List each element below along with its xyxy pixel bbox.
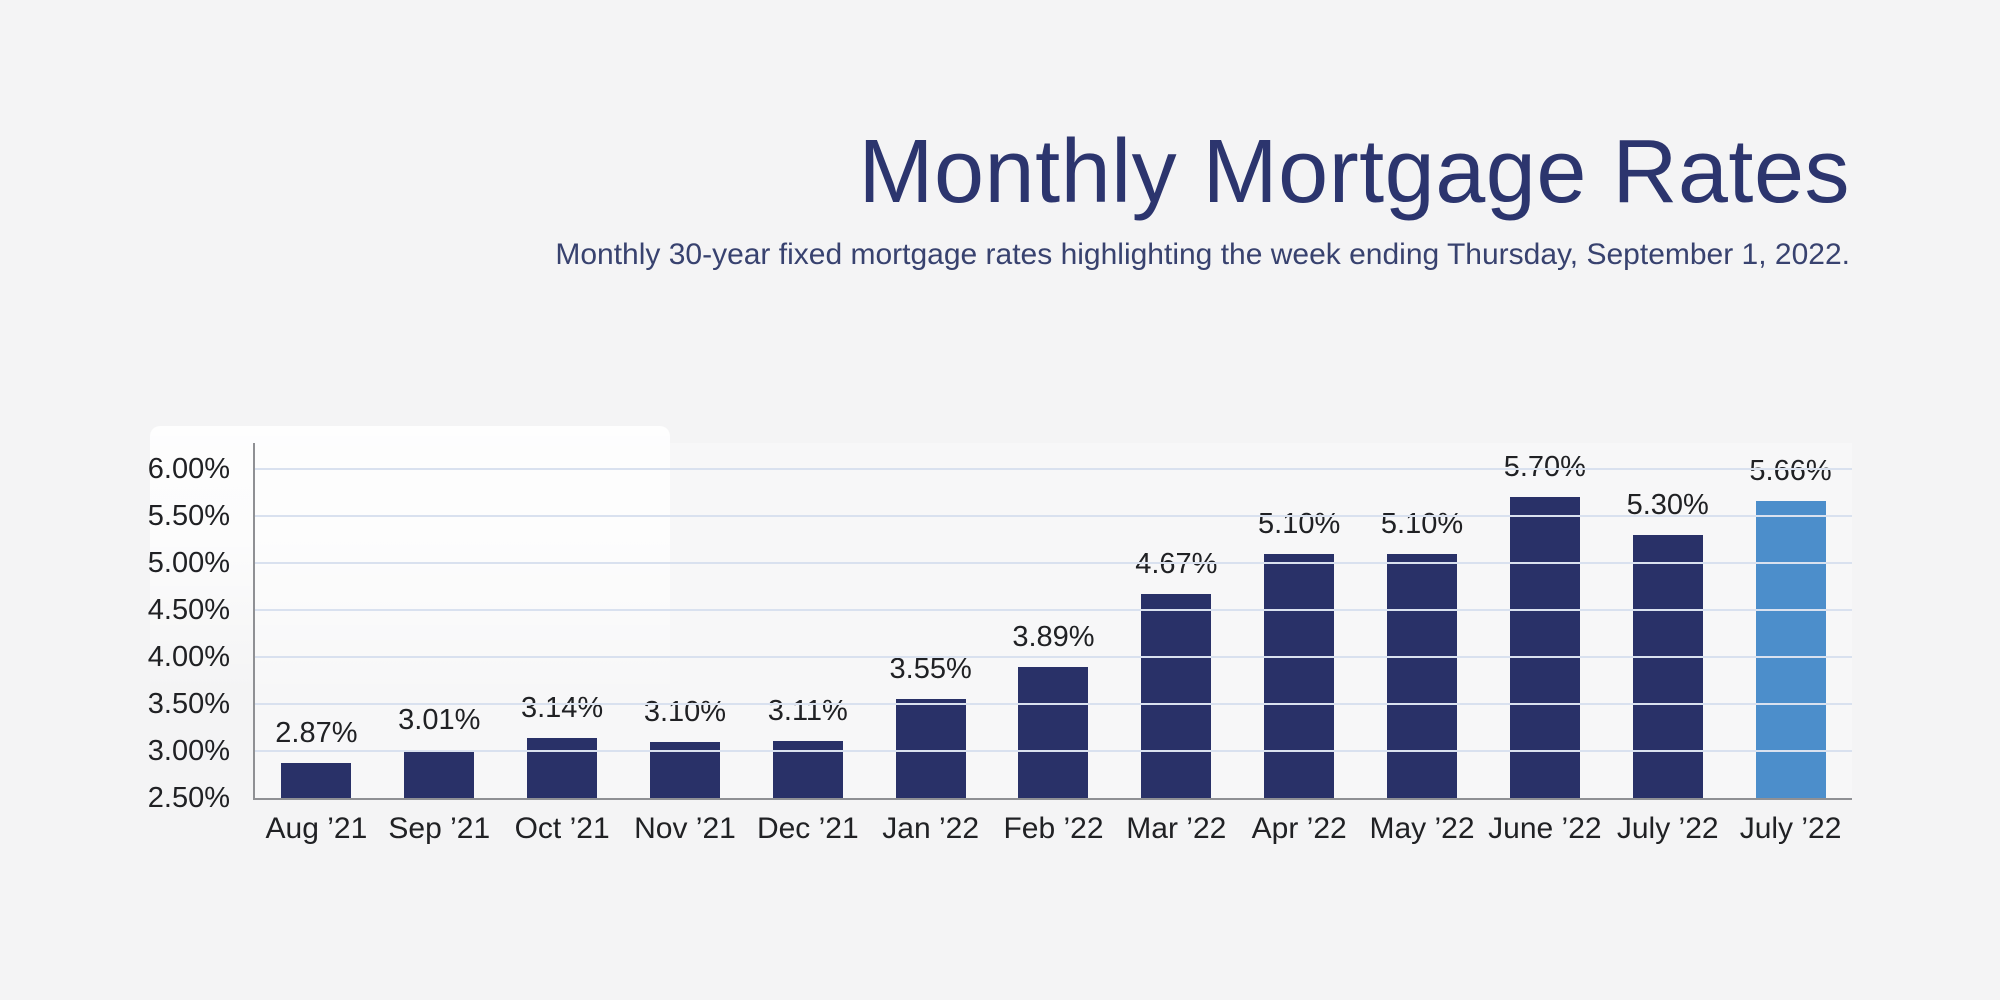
bar-slot: 4.67% Mar ’22 [1115, 443, 1238, 845]
bar-value-label: 3.10% [643, 696, 727, 728]
bar-value-label: 3.11% [767, 695, 848, 727]
y-axis-labels: 2.50% 3.00% 3.50% 4.00% 4.50% 5.00% 5.50% 6.00% [0, 443, 230, 813]
bar-slots: 2.87% Aug ’21 3.01% Sep ’21 3.14% Oct ’21 3.10… [255, 443, 1852, 845]
x-axis-category-label: Dec ’21 [756, 812, 859, 845]
y-axis-tick-label: 4.00% [147, 641, 230, 673]
bar [895, 699, 966, 798]
bar-value-label: 5.10% [1380, 508, 1464, 540]
bar-slot: 3.10% Nov ’21 [624, 443, 747, 845]
bar-slot: 5.30% July ’22 [1606, 443, 1729, 845]
x-axis-category-label: July ’22 [1616, 812, 1719, 845]
y-axis-tick-label: 6.00% [147, 453, 230, 485]
bar-slot: 5.70% June ’22 [1483, 443, 1606, 845]
bar-value-label: 2.87% [275, 717, 358, 749]
bar-value-label: 3.01% [398, 704, 481, 736]
bar-slot: 3.01% Sep ’21 [378, 443, 501, 845]
bar [649, 742, 720, 798]
y-axis-tick-label: 3.00% [147, 735, 230, 767]
x-axis-category-label: Feb ’22 [1003, 812, 1104, 845]
bar [1387, 554, 1458, 798]
bar-highlighted [1755, 501, 1826, 798]
bar [404, 750, 475, 798]
bar [772, 741, 843, 798]
x-axis-category-label: June ’22 [1488, 812, 1602, 845]
x-axis-category-label: July ’22 [1739, 812, 1842, 845]
y-axis-tick-label: 5.00% [147, 547, 230, 579]
chart-header: Monthly Mortgage Rates Monthly 30-year f… [555, 126, 1850, 272]
bar [1509, 497, 1580, 798]
bar-slot: 3.11% Dec ’21 [746, 443, 869, 845]
x-axis-category-label: Aug ’21 [265, 812, 368, 845]
y-axis-tick-label: 4.50% [147, 594, 230, 626]
bar-slot: 3.14% Oct ’21 [501, 443, 624, 845]
x-axis-category-label: Apr ’22 [1251, 812, 1347, 845]
bar-slot: 5.66% July ’22 [1729, 443, 1852, 845]
plot-area: 2.87% Aug ’21 3.01% Sep ’21 3.14% Oct ’21 3.10… [253, 443, 1852, 845]
bar [281, 763, 352, 798]
bar-value-label: 4.67% [1135, 548, 1218, 580]
bar-value-label: 5.10% [1258, 508, 1341, 540]
bar-value-label: 5.30% [1626, 489, 1709, 521]
page-title: Monthly Mortgage Rates [858, 122, 1850, 222]
bar [1632, 535, 1703, 798]
bar [527, 738, 598, 798]
bar-value-label: 5.70% [1503, 451, 1586, 483]
bar [1264, 554, 1335, 798]
bar-slot: 3.55% Jan ’22 [869, 443, 992, 845]
bar-value-label: 3.55% [889, 653, 972, 685]
y-axis-tick-label: 2.50% [147, 782, 230, 814]
x-axis-category-label: Sep ’21 [388, 812, 491, 845]
bar-slot: 5.10% May ’22 [1361, 443, 1484, 845]
bar-value-label: 3.14% [520, 692, 604, 724]
y-axis-tick-label: 5.50% [147, 500, 230, 532]
bar-value-label: 3.89% [1012, 621, 1095, 653]
page-subtitle: Monthly 30-year fixed mortgage rates hig… [555, 238, 1850, 271]
bar-slot: 5.10% Apr ’22 [1238, 443, 1361, 845]
x-axis-category-label: Mar ’22 [1126, 812, 1227, 845]
x-axis-category-label: Nov ’21 [634, 812, 736, 845]
bar-slot: 3.89% Feb ’22 [992, 443, 1115, 845]
y-axis-tick-label: 3.50% [147, 688, 230, 720]
x-axis-category-label: Jan ’22 [882, 812, 980, 845]
x-axis-category-label: May ’22 [1369, 812, 1475, 845]
bar-slot: 2.87% Aug ’21 [255, 443, 378, 845]
bar [1141, 594, 1212, 798]
bar [1018, 667, 1089, 798]
x-axis-category-label: Oct ’21 [514, 812, 610, 845]
bar-value-label: 5.66% [1749, 455, 1832, 487]
